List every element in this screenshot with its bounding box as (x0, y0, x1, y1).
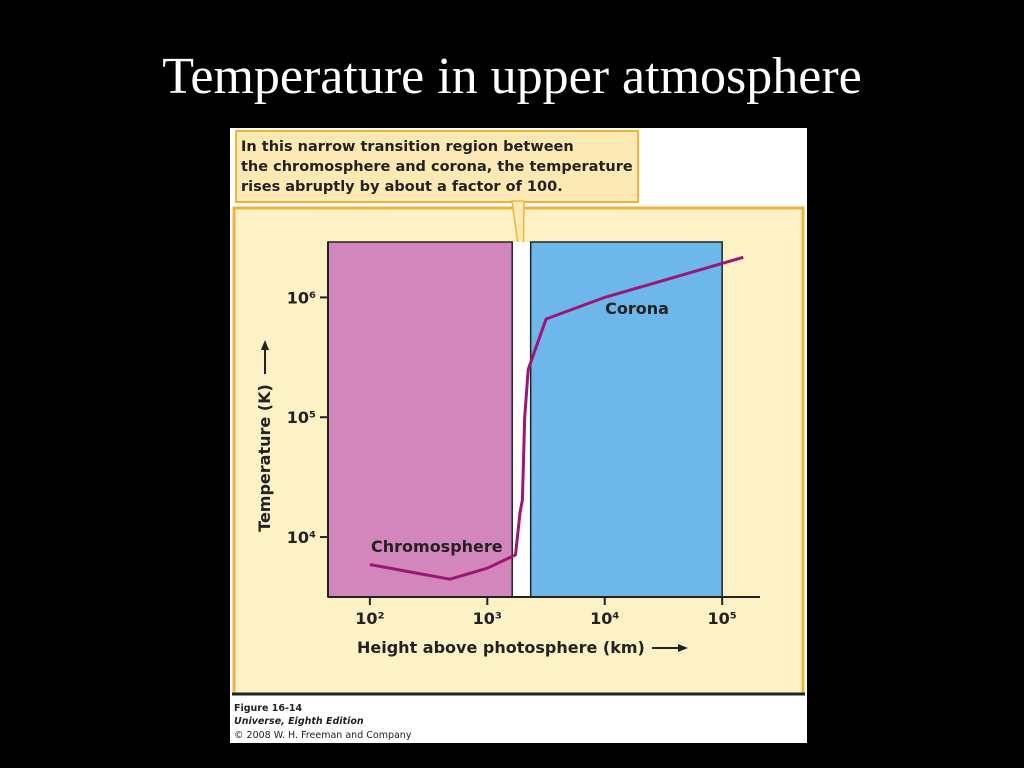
plot: 10² 10³ 10⁴ 10⁵ 10⁴ 10⁵ 10⁶ Chromosphere Corona (287, 241, 760, 628)
x-tick-label: 10⁴ (590, 609, 619, 628)
y-axis-label: Temperature (K) (255, 384, 274, 532)
annotation: In this narrow transition region between… (241, 139, 633, 195)
annotation-box (235, 130, 639, 203)
annotation-line: the chromosphere and corona, the tempera… (241, 159, 633, 175)
annotation-line: In this narrow transition region between (241, 139, 574, 155)
caption-line: © 2008 W. H. Freeman and Company (234, 730, 412, 741)
figure-caption: Figure 16-14 Universe, Eighth Edition © … (234, 703, 412, 741)
temperature-curve (369, 255, 744, 581)
region (327, 241, 513, 598)
transition-region (512, 242, 531, 597)
region-label: Chromosphere (371, 537, 503, 556)
y-tick-label: 10⁵ (287, 408, 316, 427)
x-tick-label: 10² (355, 609, 384, 628)
slide-title: Temperature in upper atmosphere (162, 48, 862, 105)
y-tick-label: 10⁶ (287, 288, 316, 307)
y-arrow (261, 340, 269, 374)
caption-line: Figure 16-14 (234, 703, 303, 714)
x-arrow (652, 644, 688, 652)
annotation-line: rises abruptly by about a factor of 100. (241, 179, 563, 195)
x-axis-label: Height above photosphere (km) (357, 638, 645, 657)
x-tick-label: 10⁵ (708, 609, 737, 628)
caption-line: Universe, Eighth Edition (234, 716, 364, 727)
x-tick-label: 10³ (473, 609, 502, 628)
region (529, 241, 723, 598)
region-label: Corona (605, 299, 669, 318)
y-tick-label: 10⁴ (287, 528, 316, 547)
